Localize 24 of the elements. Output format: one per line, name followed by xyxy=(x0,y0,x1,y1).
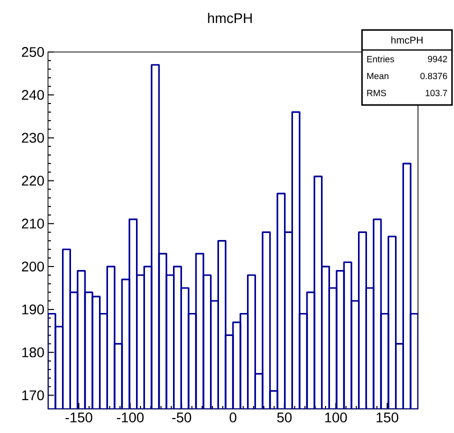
y-tick-label: 170 xyxy=(22,390,44,400)
y-tick-label: 230 xyxy=(22,132,44,143)
text: 0.8376 xyxy=(420,72,448,80)
x-tick-label: -100 xyxy=(116,412,144,422)
x-tick-label: 50 xyxy=(277,412,292,422)
text: hmcPH xyxy=(391,36,423,44)
x-tick-label: 0 xyxy=(230,412,236,422)
text: 9942 xyxy=(428,56,448,62)
x-tick-label: -150 xyxy=(66,412,92,422)
text: 103.7 xyxy=(426,90,448,96)
annotation: RMS xyxy=(367,90,386,96)
x-tick-label: 150 xyxy=(376,412,398,422)
x-tick-label: 100 xyxy=(325,412,347,422)
y-tick-label: 190 xyxy=(22,304,44,314)
y-tick-label: 240 xyxy=(22,90,44,100)
annotation: Mean xyxy=(367,72,388,80)
annotation: Entries xyxy=(367,56,394,62)
y-tick-label: 180 xyxy=(22,347,44,358)
y-tick-label: 200 xyxy=(22,262,44,272)
y-tick-label: 220 xyxy=(22,176,44,186)
y-tick-label: 250 xyxy=(22,47,44,57)
chart-title: hmcPH xyxy=(208,12,252,24)
y-tick-label: 210 xyxy=(22,218,44,229)
x-tick-label: -50 xyxy=(172,412,192,422)
